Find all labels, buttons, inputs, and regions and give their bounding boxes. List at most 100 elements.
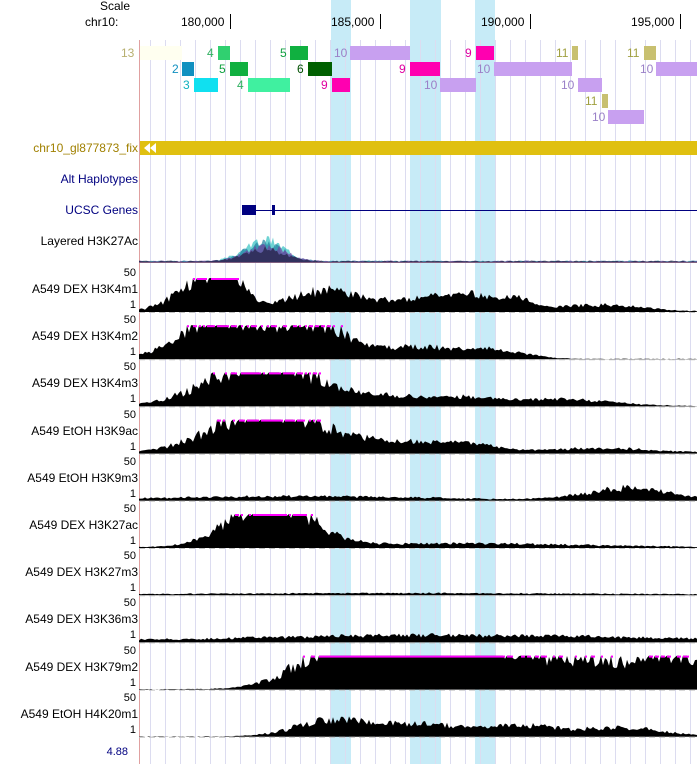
track-label-ucsc-genes[interactable]: UCSC Genes (65, 203, 138, 217)
alt-haplotype-bar (140, 141, 697, 155)
signal-track-max: 50 (123, 597, 136, 610)
feature-number: 13 (121, 46, 135, 60)
signal-track-label[interactable]: A549 DEX H3K4m2 (31, 329, 138, 344)
clipped-indicator (263, 372, 265, 375)
chromatin-state-block (608, 110, 644, 124)
clipped-indicator (575, 655, 577, 658)
signal-track-label[interactable]: A549 DEX H3K4m1 (31, 282, 138, 296)
feature-number: 6 (297, 62, 304, 76)
clipped-indicator (559, 655, 563, 658)
signal-track-label[interactable]: A549 DEX H3K27m3 (25, 565, 138, 580)
signal-track-graph (139, 325, 697, 360)
clipped-indicator (527, 655, 531, 658)
signal-track-graph (139, 655, 697, 690)
clipped-indicator (297, 372, 303, 375)
chromatin-state-block (644, 46, 656, 60)
chromatin-state-block (290, 46, 308, 60)
chromatin-state-block (578, 78, 602, 92)
chromatin-state-block (440, 78, 476, 92)
signal-track-min: 1 (129, 535, 136, 547)
clipped-indicator (241, 325, 243, 328)
clipped-indicator (541, 655, 547, 658)
alt-block-label[interactable]: chr10_gl877873_fix (33, 141, 138, 155)
signal-track-graph (139, 716, 697, 737)
clipped-indicator (269, 372, 281, 375)
clipped-indicator (507, 655, 513, 658)
feature-number: 11 (585, 94, 598, 108)
signal-track-label[interactable]: A549 DEX H3K36m3 (25, 612, 138, 627)
highlight-region (475, 0, 495, 764)
signal-track-label[interactable]: A549 DEX H3K79m2 (25, 659, 138, 674)
clipped-indicator (293, 514, 307, 516)
layered-signal (139, 246, 697, 262)
signal-track-label[interactable]: A549 DEX H3K4m3 (31, 376, 138, 391)
signal-track-min: 1 (129, 346, 136, 359)
track-label-layered-h3k27ac[interactable]: Layered H3K27Ac (40, 234, 138, 248)
signal-track-label[interactable]: A549 DEX H3K27ac (29, 518, 138, 532)
clipped-indicator (305, 325, 307, 328)
chromatin-state-block (218, 46, 230, 60)
clipped-indicator (285, 419, 295, 422)
feature-number: 2 (172, 62, 179, 76)
signal-track-graph (139, 372, 697, 407)
clipped-indicator (321, 325, 325, 328)
clipped-indicator (305, 372, 307, 375)
clipped-indicator (309, 372, 311, 375)
clipped-indicator (535, 655, 539, 658)
signal-track-min: 1 (129, 487, 136, 500)
feature-number: 3 (183, 78, 190, 92)
clipped-indicator (203, 325, 205, 328)
signal-track-max: 50 (123, 691, 136, 704)
clipped-indicator (241, 514, 243, 516)
chromatin-state-block (602, 94, 608, 108)
signal-track-label[interactable]: A549 EtOH H3K9m3 (27, 470, 138, 485)
clipped-indicator (283, 325, 287, 328)
feature-number: 11 (627, 46, 640, 60)
clipped-indicator (207, 325, 215, 328)
clipped-indicator (271, 325, 277, 328)
signal-track-graph (139, 419, 697, 454)
clipped-indicator (311, 655, 315, 658)
clipped-indicator (231, 325, 237, 328)
clipped-indicator (297, 419, 305, 422)
feature-number: 5 (280, 46, 287, 60)
clipped-indicator (249, 514, 251, 516)
signal-track-graph (139, 592, 697, 596)
signal-track-label[interactable]: A549 EtOH H3K9ac (31, 423, 138, 438)
clipped-indicator (261, 325, 263, 328)
clipped-indicator (313, 419, 315, 422)
clipped-indicator (241, 372, 261, 375)
chromatin-state-block (476, 46, 494, 60)
signal-track-graph (139, 514, 697, 548)
clipped-indicator (677, 655, 681, 658)
feature-number: 10 (640, 62, 654, 76)
signal-track-label[interactable]: A549 EtOH H4K20m1 (20, 706, 138, 721)
chromatin-state-block (140, 46, 182, 60)
clipped-indicator (303, 655, 305, 658)
clipped-indicator (293, 325, 297, 328)
clipped-indicator (313, 372, 317, 375)
clipped-indicator (283, 372, 295, 375)
signal-track-min: 1 (129, 440, 136, 453)
clipped-indicator (247, 419, 259, 422)
clipped-indicator (683, 655, 689, 658)
clipped-indicator (197, 278, 207, 280)
clipped-indicator (319, 655, 505, 658)
signal-track-min: 1 (129, 676, 136, 689)
chromatin-state-block (656, 62, 697, 76)
chromatin-state-block (332, 78, 350, 92)
clipped-indicator (319, 372, 321, 375)
feature-number: 9 (465, 46, 472, 60)
clipped-indicator (317, 419, 321, 422)
ruler-tick-label: 190,000 (481, 15, 525, 29)
signal-track-min: 1 (129, 723, 136, 736)
feature-number: 10 (592, 110, 606, 124)
track-label-alt-haplotypes[interactable]: Alt Haplotypes (60, 172, 138, 186)
clipped-indicator (309, 419, 311, 422)
clipped-indicator (661, 655, 665, 658)
gene-exon (242, 205, 256, 215)
clipped-indicator (655, 655, 659, 658)
chromatin-state-block (410, 62, 440, 76)
clipped-indicator (235, 514, 239, 516)
